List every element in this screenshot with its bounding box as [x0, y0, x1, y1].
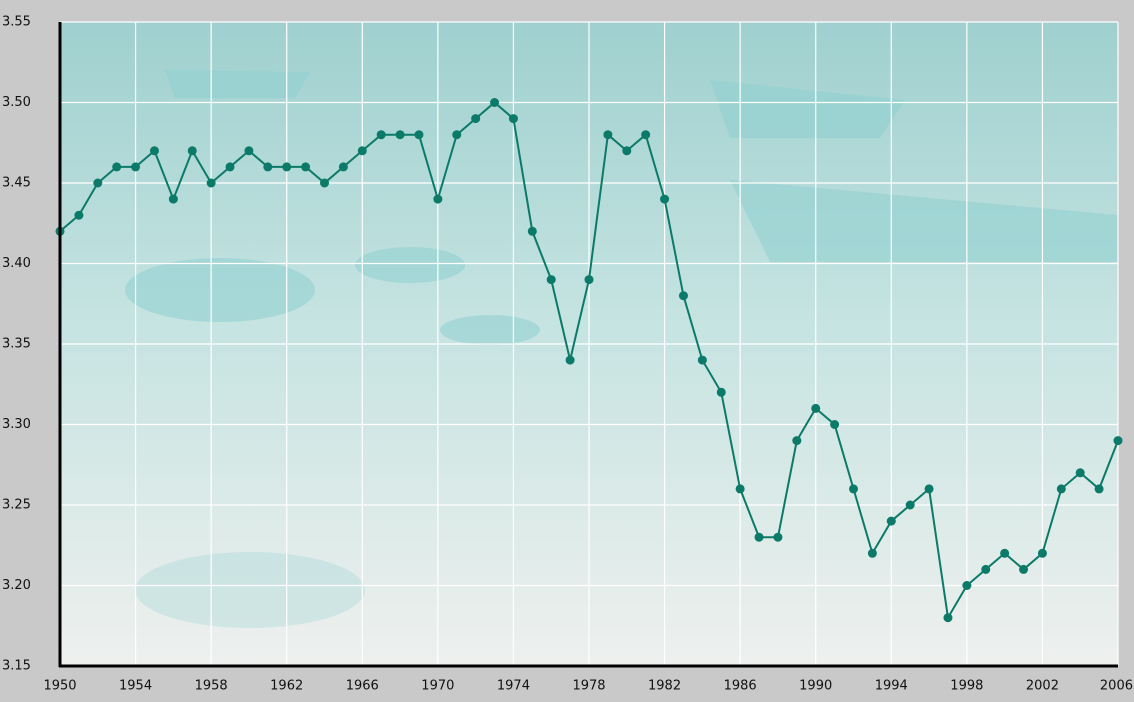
data-point: [603, 130, 613, 140]
data-point: [320, 178, 329, 188]
x-tick-label: 1982: [648, 679, 681, 694]
data-point: [811, 403, 821, 413]
x-tick-label: 1966: [346, 679, 379, 694]
data-point: [1019, 564, 1029, 574]
data-point: [414, 130, 424, 140]
x-tick-label: 1990: [799, 679, 832, 694]
data-point: [1094, 484, 1104, 494]
data-point: [282, 162, 292, 172]
data-point: [1113, 436, 1123, 446]
data-point: [716, 387, 726, 397]
data-point: [93, 178, 103, 188]
y-tick-label: 3.15: [2, 659, 31, 674]
x-tick-label: 1950: [43, 679, 76, 694]
plot: [55, 98, 1123, 623]
data-point: [527, 226, 537, 236]
data-point: [131, 162, 141, 172]
data-point: [471, 114, 481, 124]
data-point: [168, 194, 178, 204]
data-point: [962, 581, 972, 590]
data-point: [395, 130, 405, 140]
y-tick-label: 3.45: [2, 176, 31, 191]
x-tick-label: 1962: [270, 679, 303, 694]
data-point: [206, 178, 216, 188]
x-tick-label: 1954: [119, 679, 152, 694]
x-tick-label: 2002: [1026, 679, 1059, 694]
data-point: [886, 516, 896, 526]
data-point: [830, 420, 840, 429]
data-point: [112, 162, 122, 172]
x-tick-label: 1994: [875, 679, 908, 694]
data-point: [338, 162, 348, 172]
data-point: [792, 436, 802, 446]
x-tick-label: 1970: [421, 679, 454, 694]
x-tick-label: 2006: [1100, 679, 1133, 694]
data-point: [263, 162, 273, 172]
decoration: [125, 70, 1118, 628]
data-point: [584, 275, 594, 285]
data-point: [508, 114, 518, 124]
y-tick-label: 3.25: [2, 498, 31, 513]
x-tick-label: 1958: [195, 679, 228, 694]
x-tick-label: 1978: [572, 679, 605, 694]
tick-labels: 3.15 3.20 3.25 3.30 3.35 3.40 3.45 3.50 3.55 1950…: [2, 15, 1133, 694]
data-point: [225, 162, 235, 172]
data-point: [641, 130, 651, 140]
data-point: [905, 500, 915, 510]
x-tick-label: 1986: [724, 679, 757, 694]
y-tick-label: 3.55: [2, 15, 31, 30]
data-point: [754, 532, 764, 542]
data-point: [1000, 548, 1010, 558]
x-tick-label: 1974: [497, 679, 530, 694]
data-point: [697, 355, 707, 365]
y-tick-label: 3.20: [2, 578, 31, 593]
data-point: [565, 355, 575, 365]
y-tick-label: 3.40: [2, 256, 31, 271]
data-point: [452, 130, 462, 140]
data-point: [1075, 468, 1085, 478]
data-point: [849, 484, 858, 494]
data-point: [490, 98, 500, 107]
data-point: [1037, 548, 1047, 558]
data-point: [867, 548, 877, 558]
data-point: [357, 146, 367, 156]
data-point: [622, 146, 632, 156]
y-tick-label: 3.30: [2, 417, 31, 432]
data-point: [74, 210, 84, 220]
data-point: [981, 564, 991, 574]
data-point: [660, 194, 670, 204]
y-tick-label: 3.35: [2, 337, 31, 352]
y-tick-label: 3.50: [2, 95, 31, 110]
data-point: [1056, 484, 1066, 494]
data-point: [735, 484, 745, 494]
data-point: [187, 146, 197, 156]
data-point: [301, 162, 311, 172]
data-point: [678, 291, 688, 301]
data-point: [943, 613, 953, 623]
data-point: [546, 275, 556, 285]
data-point: [773, 532, 783, 542]
grid: [59, 21, 1119, 667]
data-point: [149, 146, 159, 156]
x-tick-label: 1998: [950, 679, 983, 694]
data-point: [376, 130, 386, 140]
data-point: [433, 194, 443, 204]
data-point: [924, 484, 934, 494]
data-point: [244, 146, 254, 156]
